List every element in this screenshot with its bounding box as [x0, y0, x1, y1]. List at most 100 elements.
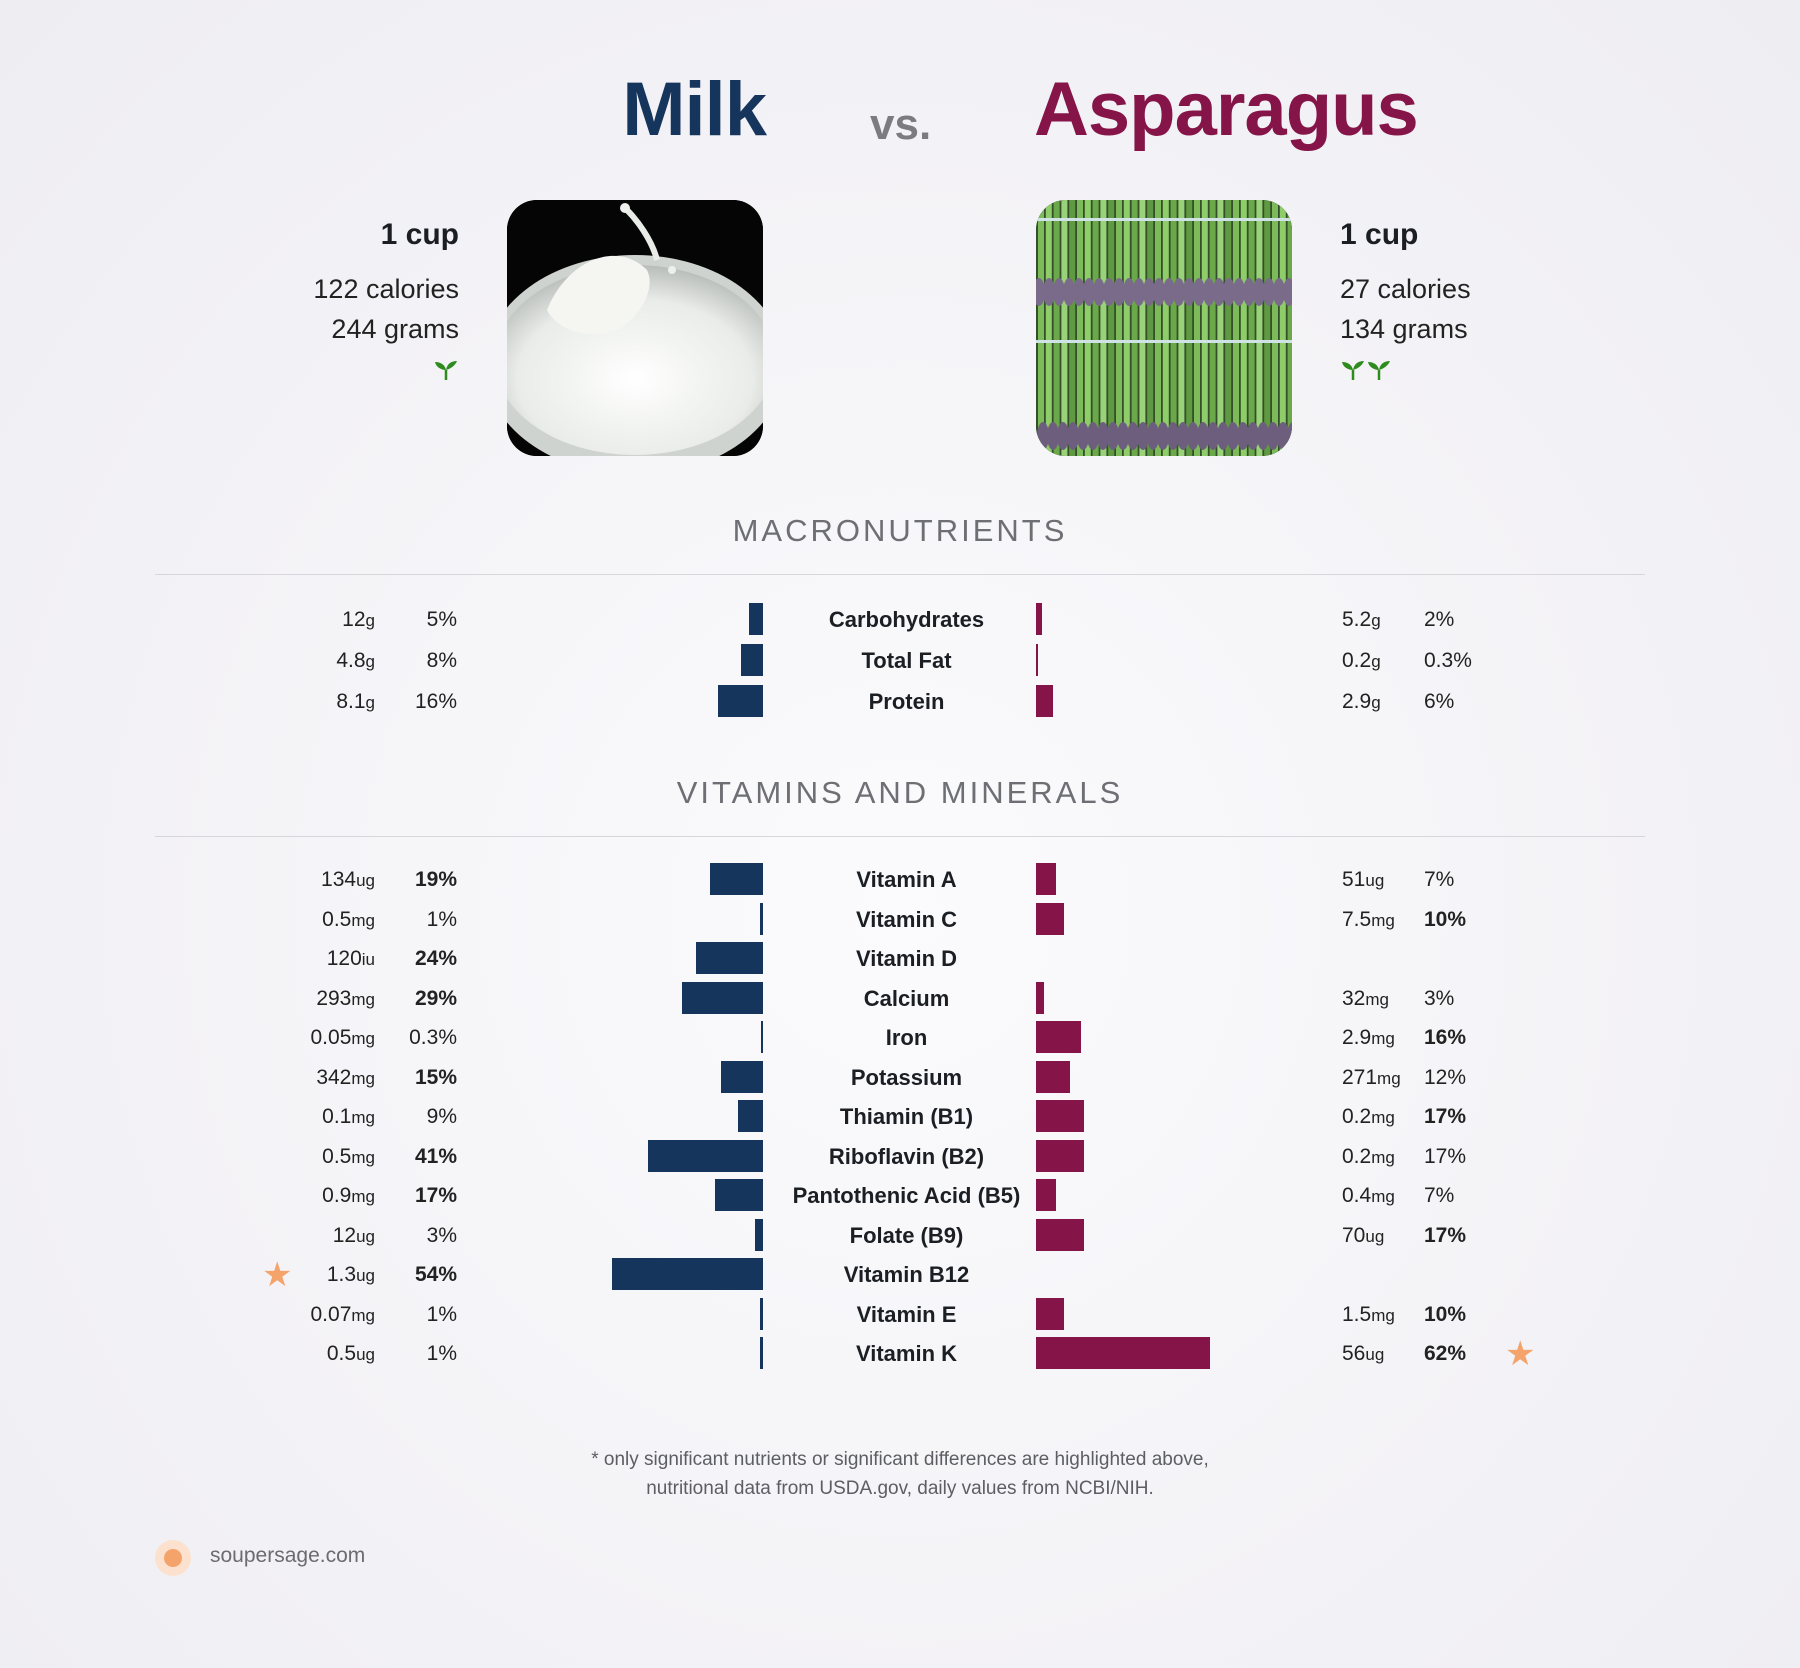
right-amount: 0.2g — [1342, 649, 1381, 672]
right-percent: 17% — [1424, 1144, 1467, 1168]
nutrient-label: Protein — [868, 689, 945, 714]
brand-logo-icon — [155, 1540, 191, 1576]
chart-row: 0.5mg 1% Vitamin C 7.5mg 10% — [0, 902, 1800, 938]
star-icon: ★ — [1505, 1335, 1536, 1373]
right-amount: 51ug — [1342, 868, 1385, 891]
nutrient-label: Calcium — [863, 985, 950, 1011]
chart-row: 4.8g 8% Total Fat 0.2g 0.3% — [0, 643, 1800, 679]
right-amount: 0.4mg — [1342, 1184, 1395, 1207]
chart-row: 342mg 15% Potassium 271mg 12% — [0, 1060, 1800, 1096]
right-percent: 16% — [1424, 1026, 1467, 1049]
right-percent: 7% — [1424, 1184, 1455, 1207]
right-amount: 271mg — [1342, 1065, 1401, 1089]
left-amount: 120iu — [326, 947, 375, 970]
nutrient-label: Vitamin C — [855, 906, 958, 932]
right-amount: 7.5mg — [1342, 907, 1395, 931]
footnote-line-2: nutritional data from USDA.gov, daily va… — [646, 1478, 1154, 1499]
left-amount: 293mg — [316, 986, 375, 1010]
left-bar — [709, 863, 763, 895]
nutrient-label: Vitamin E — [856, 1301, 957, 1327]
milk-photo — [507, 200, 763, 456]
right-amount: 32mg — [1342, 986, 1389, 1010]
left-percent: 54% — [414, 1263, 457, 1286]
left-amount: 0.9mg — [322, 1184, 375, 1207]
left-amount: 12g — [342, 608, 375, 631]
right-percent: 0.3% — [1424, 649, 1472, 672]
nutrient-label: Folate (B9) — [849, 1222, 964, 1248]
left-amount: 0.5mg — [322, 907, 375, 931]
right-bar — [1036, 1218, 1084, 1251]
left-percent: 1% — [426, 1302, 457, 1326]
title-asparagus: Asparagus — [1034, 67, 1419, 152]
asparagus-grams: 134 grams — [1340, 314, 1468, 344]
left-bar — [718, 685, 763, 717]
asparagus-sprout-icons — [1340, 358, 1392, 388]
nutrient-label: Thiamin (B1) — [839, 1104, 974, 1129]
chart-row: 0.5mg 41% Riboflavin (B2) 0.2mg 17% — [0, 1139, 1800, 1175]
right-amount: 70ug — [1342, 1223, 1385, 1247]
right-amount: 5.2g — [1342, 608, 1381, 631]
left-amount: 134ug — [321, 868, 375, 891]
right-bar — [1036, 1179, 1056, 1211]
right-amount: 0.2mg — [1342, 1144, 1395, 1168]
nutrient-label: Vitamin K — [855, 1341, 958, 1366]
left-bar — [695, 942, 763, 974]
left-percent: 8% — [426, 649, 457, 672]
right-bar — [1036, 603, 1042, 635]
right-amount: 56ug — [1342, 1342, 1385, 1365]
chart-row: 0.5ug 1% Vitamin K 56ug 62% ★ — [0, 1336, 1800, 1372]
left-percent: 29% — [414, 986, 457, 1010]
nutrient-label: Pantothenic Acid (B5) — [792, 1183, 1021, 1208]
chart-row: 0.07mg 1% Vitamin E 1.5mg 10% — [0, 1297, 1800, 1333]
left-bar — [721, 1060, 763, 1093]
left-amount: 0.1mg — [322, 1105, 375, 1128]
right-bar — [1036, 1060, 1070, 1093]
left-amount: 8.1g — [336, 690, 375, 713]
left-bar — [715, 1179, 763, 1211]
left-bar — [761, 1021, 763, 1053]
right-percent: 12% — [1424, 1065, 1467, 1089]
nutrient-label: Iron — [885, 1025, 928, 1050]
right-bar — [1036, 1337, 1210, 1369]
left-amount: 0.5ug — [326, 1342, 375, 1365]
asparagus-calories: 27 calories — [1340, 274, 1471, 304]
footnote-line-1: * only significant nutrients or signific… — [591, 1449, 1209, 1470]
asparagus-serving: 1 cup — [1340, 218, 1419, 251]
nutrient-label: Carbohydrates — [828, 607, 985, 632]
right-percent: 17% — [1424, 1105, 1467, 1128]
right-bar — [1036, 685, 1053, 717]
left-bar — [737, 1100, 763, 1132]
macronutrients-divider — [155, 574, 1645, 575]
right-bar — [1036, 644, 1038, 676]
right-percent: 3% — [1424, 986, 1455, 1010]
right-bar — [1036, 981, 1045, 1014]
left-percent: 16% — [414, 690, 457, 713]
left-amount: 12ug — [332, 1223, 375, 1247]
chart-row: 8.1g 16% Protein 2.9g 6% — [0, 684, 1800, 720]
chart-row: 134ug 19% Vitamin A 51ug 7% — [0, 862, 1800, 898]
right-bar — [1036, 1100, 1084, 1132]
left-percent: 1% — [426, 1342, 457, 1365]
chart-row: 1.3ug 54% Vitamin B12 ★ — [0, 1257, 1800, 1293]
left-amount: 4.8g — [336, 649, 375, 672]
right-percent: 7% — [1424, 868, 1455, 891]
chart-row: 293mg 29% Calcium 32mg 3% — [0, 981, 1800, 1017]
vitamins-heading: VITAMINS AND MINERALS — [676, 775, 1124, 810]
left-bar — [760, 1337, 763, 1369]
left-bar — [754, 1218, 763, 1251]
nutrient-label: Vitamin A — [856, 867, 957, 892]
right-bar — [1036, 1139, 1084, 1172]
left-percent: 1% — [426, 907, 457, 931]
left-amount: 0.5mg — [322, 1144, 375, 1168]
sprout-icon — [1342, 361, 1364, 380]
milk-calories: 122 calories — [313, 274, 459, 304]
left-bar — [648, 1139, 763, 1172]
brand-name[interactable]: soupersage.com — [210, 1544, 366, 1567]
macronutrients-heading: MACRONUTRIENTS — [732, 513, 1068, 548]
right-bar — [1036, 1021, 1081, 1053]
right-bar — [1036, 863, 1056, 895]
left-percent: 3% — [426, 1223, 457, 1247]
nutrient-label: Vitamin D — [855, 946, 958, 971]
left-percent: 15% — [414, 1065, 457, 1089]
vitamins-divider — [155, 836, 1645, 837]
